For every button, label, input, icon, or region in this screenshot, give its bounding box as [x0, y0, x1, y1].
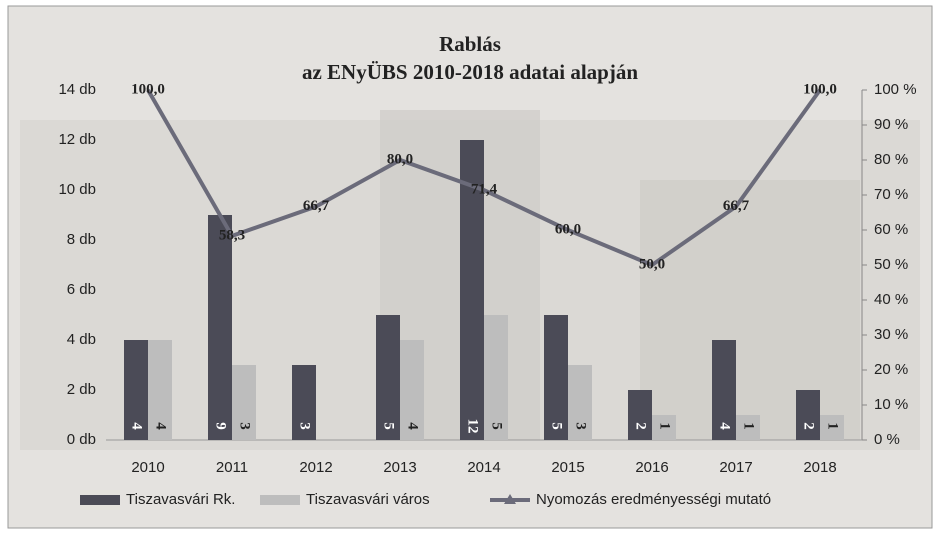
bar — [484, 315, 508, 440]
bar — [820, 415, 844, 440]
y-tick-label: 6 db — [67, 281, 96, 298]
y-tick-label: 14 db — [58, 81, 96, 98]
y2-tick-label: 40 % — [874, 291, 908, 308]
data-label: 1 — [825, 422, 841, 430]
data-label: 60,0 — [555, 221, 581, 237]
data-label: 3 — [573, 422, 589, 430]
data-label: 4 — [405, 422, 421, 430]
bar — [124, 340, 148, 440]
legend-label: Tiszavasvári Rk. — [126, 491, 235, 508]
y2-tick-label: 90 % — [874, 116, 908, 133]
data-label: 3 — [297, 422, 313, 430]
bar — [652, 415, 676, 440]
chart-subtitle: az ENyÜBS 2010-2018 adatai alapján — [302, 60, 638, 84]
y-tick-label: 0 db — [67, 431, 96, 448]
data-label: 2 — [801, 422, 817, 430]
line — [146, 88, 822, 268]
bar — [208, 215, 232, 440]
data-label: 100,0 — [803, 81, 837, 97]
bar — [712, 340, 736, 440]
x-tick-label: 2012 — [299, 459, 332, 476]
x-tick-label: 2017 — [719, 459, 752, 476]
data-label: 5 — [381, 422, 397, 430]
y2-tick-label: 10 % — [874, 396, 908, 413]
background-photo — [640, 180, 860, 440]
y2-tick-label: 100 % — [874, 81, 917, 98]
data-label: 4 — [717, 422, 733, 430]
data-label: 50,0 — [639, 256, 665, 272]
bar — [544, 315, 568, 440]
data-label: 66,7 — [723, 198, 750, 214]
legend-swatch — [80, 495, 120, 505]
x-tick-label: 2010 — [131, 459, 164, 476]
data-label: 66,7 — [303, 198, 330, 214]
data-label: 4 — [129, 422, 145, 430]
data-label: 12 — [465, 419, 481, 434]
data-label: 100,0 — [131, 81, 165, 97]
data-label: 9 — [213, 422, 229, 430]
legend-label: Nyomozás eredményességi mutató — [536, 491, 771, 508]
x-tick-label: 2014 — [467, 459, 500, 476]
bar — [568, 365, 592, 440]
y2-tick-label: 50 % — [874, 256, 908, 273]
y2-tick-label: 30 % — [874, 326, 908, 343]
y2-tick-label: 60 % — [874, 221, 908, 238]
y-tick-label: 4 db — [67, 331, 96, 348]
data-label: 2 — [633, 422, 649, 430]
bar — [736, 415, 760, 440]
y-tick-label: 2 db — [67, 381, 96, 398]
y2-tick-label: 0 % — [874, 431, 900, 448]
x-tick-label: 2018 — [803, 459, 836, 476]
data-label: 4 — [153, 422, 169, 430]
legend-label: Tiszavasvári város — [306, 491, 430, 508]
bar — [628, 390, 652, 440]
legend-marker — [504, 494, 516, 504]
bar — [148, 340, 172, 440]
bar — [232, 365, 256, 440]
y2-tick-label: 70 % — [874, 186, 908, 203]
data-label: 58,3 — [219, 227, 245, 243]
y-tick-label: 12 db — [58, 131, 96, 148]
x-tick-label: 2011 — [216, 459, 248, 476]
y-tick-label: 8 db — [67, 231, 96, 248]
bar — [292, 365, 316, 440]
data-label: 80,0 — [387, 151, 413, 167]
y2-tick-label: 20 % — [874, 361, 908, 378]
data-label: 5 — [489, 422, 505, 430]
data-label: 1 — [657, 422, 673, 430]
y2-tick-label: 80 % — [874, 151, 908, 168]
bar — [400, 340, 424, 440]
data-label: 3 — [237, 422, 253, 430]
bar — [376, 315, 400, 440]
data-label: 5 — [549, 422, 565, 430]
y-tick-label: 10 db — [58, 181, 96, 198]
chart-title: Rablás — [439, 32, 501, 56]
x-tick-label: 2015 — [551, 459, 584, 476]
bar — [796, 390, 820, 440]
legend-swatch — [260, 495, 300, 505]
data-label: 71,4 — [471, 182, 498, 198]
x-tick-label: 2016 — [635, 459, 668, 476]
data-label: 1 — [741, 422, 757, 430]
x-tick-label: 2013 — [383, 459, 416, 476]
